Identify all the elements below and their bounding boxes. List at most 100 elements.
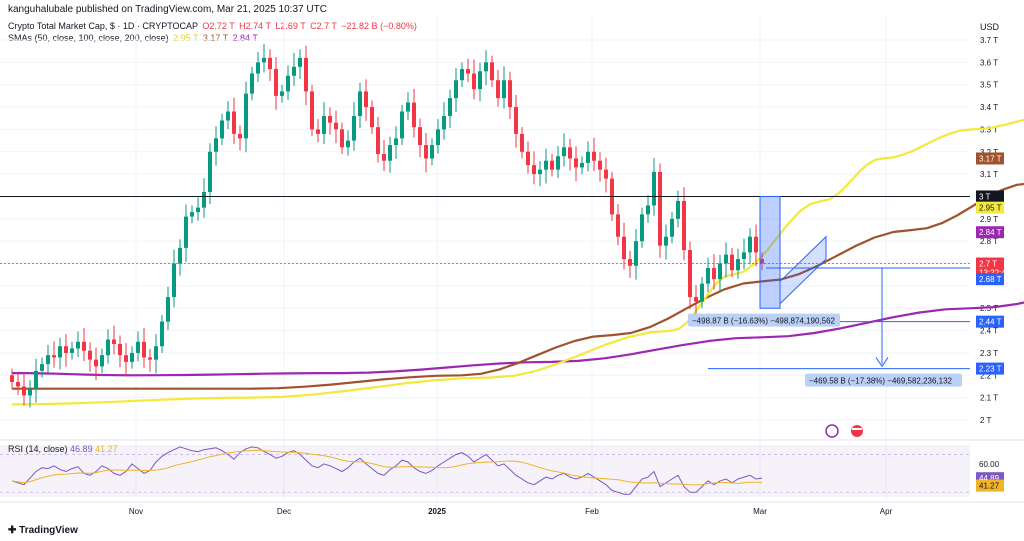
price-tag-label: 3 T [979, 192, 991, 201]
y-tick-label: 2.8 T [980, 237, 998, 246]
candle-body [712, 268, 716, 280]
candles [10, 44, 764, 408]
candle-body [370, 107, 374, 128]
y-tick-label: 2.2 T [980, 371, 998, 380]
event-icon [825, 424, 839, 438]
candle-body [460, 69, 464, 81]
rsi-label[interactable]: RSI (14, close) [8, 444, 68, 454]
rsi-value: 46.89 [70, 444, 93, 454]
candle-body [136, 341, 140, 353]
y-tick-label: 2.4 T [980, 327, 998, 336]
sma200-line [12, 301, 1024, 377]
candle-body [58, 346, 62, 358]
price-tag-label: 2.23 T [979, 365, 1002, 374]
price-tag [976, 226, 1004, 239]
candle-body [514, 107, 518, 134]
candle-body [694, 297, 698, 302]
candle-body [406, 102, 410, 112]
candle-body [640, 214, 644, 242]
sma-label[interactable]: SMAs (50, close, 100, close, 200, close) [8, 33, 169, 43]
candle-body [658, 171, 662, 246]
candle-body [256, 62, 260, 74]
rsi-band [0, 445, 970, 497]
y-tick-label: 3.6 T [980, 58, 998, 67]
sma200-value: 2.84 T [232, 33, 258, 43]
candle-body [316, 129, 320, 134]
candle-body [652, 171, 656, 206]
price-tags: 3.17 T 3 T 2.95 T 2.84 T 2.7 T13:22:462.68 T… [976, 152, 1011, 375]
candle-body [472, 73, 476, 90]
price-tag-label: 2.44 T [979, 318, 1002, 327]
sma100-value: 3.17 T [202, 33, 229, 43]
candle-body [298, 57, 302, 67]
candle-body [82, 341, 86, 351]
ohlc-close: C2.7 T [310, 21, 337, 31]
candle-body [304, 57, 308, 92]
candle-body [112, 339, 116, 344]
ohlc-high: H2.74 T [239, 21, 271, 31]
candle-body [220, 120, 224, 139]
candle-body [478, 71, 482, 90]
candle-body [208, 151, 212, 192]
candle-body [268, 57, 272, 70]
candle-body [28, 388, 32, 396]
rsi-tick-label: 44.89 [979, 474, 1000, 483]
candle-body [490, 62, 494, 81]
measure-label-box [688, 313, 840, 327]
candle-body [394, 138, 398, 146]
sma50-value: 2.95 T [173, 33, 199, 43]
tradingview-logo[interactable]: ✚ TradingView [8, 525, 78, 536]
y-tick-label: 3.4 T [980, 103, 998, 112]
candle-body [328, 116, 332, 123]
candle-body [442, 116, 446, 130]
candle-body [184, 216, 188, 248]
ohlc-change: −21.82 B (−0.80%) [341, 21, 417, 31]
candle-body [544, 160, 548, 170]
y-tick-label: 2 T [980, 416, 992, 425]
candle-body [412, 102, 416, 128]
candle-body [580, 162, 584, 168]
price-tag [976, 315, 1004, 328]
candle-body [448, 98, 452, 116]
candle-body [532, 165, 536, 175]
y-tick-label: 3.3 T [980, 125, 998, 134]
y-tick-label: 3.2 T [980, 148, 998, 157]
candle-body [688, 250, 692, 298]
candle-body [742, 252, 746, 260]
measure-label-box [805, 373, 962, 387]
candle-body [424, 145, 428, 159]
candle-body [574, 158, 578, 168]
candle-body [178, 247, 182, 264]
measure-label-1: −498.87 B (−16.63%) −498,874,190,562 [692, 317, 836, 326]
candle-body [76, 341, 80, 349]
measure-box [759, 195, 781, 309]
symbol-name[interactable]: Crypto Total Market Cap, $ · 1D · CRYPTO… [8, 21, 198, 31]
y-tick-label: 2.3 T [980, 349, 998, 358]
candle-body [466, 69, 470, 74]
candle-body [142, 341, 146, 358]
candle-body [70, 348, 74, 353]
candle-body [598, 160, 602, 170]
candle-body [172, 263, 176, 298]
flag-icon-stripe [852, 428, 862, 430]
candle-body [250, 73, 254, 94]
candle-body [364, 91, 368, 108]
price-tag-label: 2.95 T [979, 204, 1002, 213]
candle-body [622, 236, 626, 260]
candle-body [160, 321, 164, 347]
candle-body [730, 254, 734, 271]
y-axis-labels: 3.7 T 3.6 T 3.5 T 3.4 T 3.3 T 3.2 T 3.1 T 2.9 T… [980, 36, 998, 425]
candle-body [556, 156, 560, 170]
candle-body [226, 111, 230, 121]
candle-body [718, 263, 722, 280]
arrow-head [875, 357, 889, 368]
candle-body [322, 116, 326, 134]
y-tick-label: 3.5 T [980, 81, 998, 90]
candle-body [526, 151, 530, 166]
price-tag-label: 13:22:46 [979, 268, 1011, 277]
candle-body [700, 283, 704, 302]
candle-body [154, 346, 158, 360]
candle-body [346, 140, 350, 148]
candle-body [682, 200, 686, 251]
